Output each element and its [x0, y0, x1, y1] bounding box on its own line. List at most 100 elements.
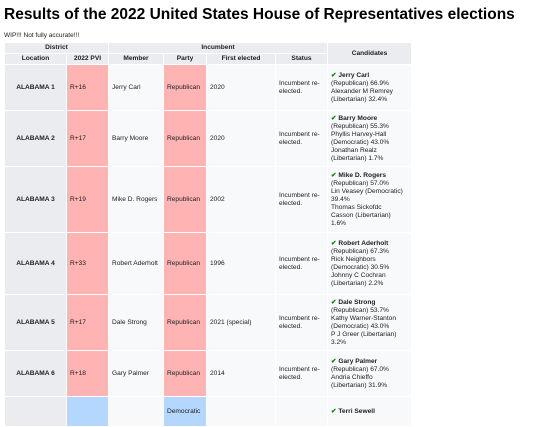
candidate-line: (Republican) 53.7%: [331, 306, 389, 314]
status: Incumbent re-elected.: [275, 294, 328, 351]
checkmark-icon: ✔: [331, 114, 337, 122]
candidate-line: (Republican) 55.3%: [331, 122, 389, 130]
candidate-line: (Republican) 67.0%: [331, 365, 389, 373]
member-name: [108, 396, 164, 427]
candidates-header: Candidates: [327, 42, 412, 65]
district-pvi: R+16: [66, 64, 109, 111]
winner-name: Dale Strong: [338, 298, 376, 306]
district-pvi: R+17: [66, 294, 109, 351]
results-body: ALABAMA 1 R+16 Jerry Carl Republican 2020 Inc…: [4, 64, 412, 427]
district-location: ALABAMA 5: [4, 294, 67, 351]
candidate-line: 39.4%: [331, 195, 350, 203]
candidate-line: Jonathan Realz: [331, 146, 377, 154]
status: Incumbent re-elected.: [275, 110, 328, 167]
status: [275, 396, 328, 427]
winner-name: Barry Moore: [338, 114, 378, 122]
table-row: ALABAMA 6 R+18 Gary Palmer Republican 2014 In…: [4, 350, 412, 397]
member-name: Dale Strong: [108, 294, 164, 351]
candidates-cell: ✔ Robert Aderholt (Republican) 67.3% Rick …: [327, 232, 412, 295]
first-elected: 2020: [206, 110, 276, 167]
winner-name: Mike D. Rogers: [338, 171, 387, 179]
district-location: ALABAMA 1: [4, 64, 67, 111]
first-elected: 1996: [206, 232, 276, 295]
candidate-line: (Republican) 66.9%: [331, 79, 389, 87]
candidate-line: (Libertarian) 31.9%: [331, 381, 388, 389]
checkmark-icon: ✔: [331, 239, 337, 247]
first-elected: 2002: [206, 166, 276, 233]
first-elected: 2021 (special): [206, 294, 276, 351]
party-name: Republican: [163, 350, 207, 397]
table-row: ALABAMA 3 R+19 Mike D. Rogers Republican 200…: [4, 166, 412, 233]
member-name: Gary Palmer: [108, 350, 164, 397]
candidate-line: Rick Neighbors: [331, 255, 376, 263]
candidates-cell: ✔ Barry Moore (Republican) 55.3% Phyllis H…: [327, 110, 412, 167]
member-name: Barry Moore: [108, 110, 164, 167]
candidate-line: (Republican) 57.0%: [331, 179, 389, 187]
district-header: District: [4, 42, 109, 54]
first-elected: [206, 396, 276, 427]
member-name: Jerry Carl: [108, 64, 164, 111]
district-pvi: [66, 396, 109, 427]
candidate-line: Kathy Warner-Stanton: [331, 314, 396, 322]
winner-name: Jerry Carl: [338, 71, 370, 79]
district-pvi: R+19: [66, 166, 109, 233]
member-name: Robert Aderholt: [108, 232, 164, 295]
party-name: Republican: [163, 294, 207, 351]
winner-name: Gary Palmer: [338, 357, 378, 365]
table-row: Democratic ✔ Terri Sewell: [4, 396, 412, 427]
checkmark-icon: ✔: [331, 357, 337, 365]
status: Incumbent re-elected.: [275, 64, 328, 111]
district-location: ALABAMA 4: [4, 232, 67, 295]
candidate-line: Thomas Sickofdc: [331, 203, 382, 211]
table-row: ALABAMA 1 R+16 Jerry Carl Republican 2020 Inc…: [4, 64, 412, 111]
candidate-line: (Democratic) 43.0%: [331, 322, 390, 330]
table-row: ALABAMA 2 R+17 Barry Moore Republican 2020 In…: [4, 110, 412, 167]
checkmark-icon: ✔: [331, 298, 337, 306]
status-header: Status: [275, 53, 328, 65]
party-header: Party: [163, 53, 207, 65]
party-name: Republican: [163, 232, 207, 295]
candidate-line: 3.2%: [331, 338, 347, 346]
candidate-line: Andria Chieffo: [331, 373, 373, 381]
checkmark-icon: ✔: [331, 71, 337, 79]
candidates-cell: ✔ Dale Strong (Republican) 53.7% Kathy War…: [327, 294, 412, 351]
candidate-line: P J Greer (Libertarian): [331, 330, 397, 338]
winner-name: Terri Sewell: [338, 407, 375, 415]
page-title: Results of the 2022 United States House …: [4, 6, 515, 23]
candidate-line: (Republican) 67.3%: [331, 247, 389, 255]
first-elected: 2014: [206, 350, 276, 397]
district-location: ALABAMA 3: [4, 166, 67, 233]
status: Incumbent re-elected.: [275, 232, 328, 295]
checkmark-icon: ✔: [331, 171, 337, 179]
candidate-line: (Democratic) 43.0%: [331, 138, 390, 146]
district-location: [4, 396, 67, 427]
party-name: Republican: [163, 110, 207, 167]
candidate-line: Johnny C Cochran: [331, 271, 386, 279]
candidate-line: 1.6%: [331, 219, 347, 227]
candidate-line: (Libertarian) 32.4%: [331, 95, 388, 103]
first-elected: 2020: [206, 64, 276, 111]
pvi-header: 2022 PVI: [66, 53, 109, 65]
candidate-line: (Libertarian) 1.7%: [331, 154, 384, 162]
location-header: Location: [4, 53, 67, 65]
candidates-cell: ✔ Gary Palmer (Republican) 67.0% Andria Ch…: [327, 350, 412, 397]
party-name: Democratic: [163, 396, 207, 427]
incumbent-header: Incumbent: [108, 42, 328, 54]
party-name: Republican: [163, 166, 207, 233]
results-table: District Incumbent Candidates Location 2…: [4, 42, 412, 427]
member-header: Member: [108, 53, 164, 65]
candidate-line: Phyllis Harvey-Hall: [331, 130, 387, 138]
candidate-line: Alexander M Remrey: [331, 87, 393, 95]
table-row: ALABAMA 5 R+17 Dale Strong Republican 2021 (…: [4, 294, 412, 351]
candidate-line: (Democratic) 30.5%: [331, 263, 390, 271]
candidates-cell: ✔ Mike D. Rogers (Republican) 57.0% Lin Ve…: [327, 166, 412, 233]
district-pvi: R+17: [66, 110, 109, 167]
candidates-cell: ✔ Terri Sewell: [327, 396, 412, 427]
table-row: ALABAMA 4 R+33 Robert Aderholt Republican 19…: [4, 232, 412, 295]
district-location: ALABAMA 6: [4, 350, 67, 397]
candidate-line: Casson (Libertarian): [331, 211, 391, 219]
party-name: Republican: [163, 64, 207, 111]
checkmark-icon: ✔: [331, 407, 337, 415]
candidates-cell: ✔ Jerry Carl (Republican) 66.9% Alexander …: [327, 64, 412, 111]
